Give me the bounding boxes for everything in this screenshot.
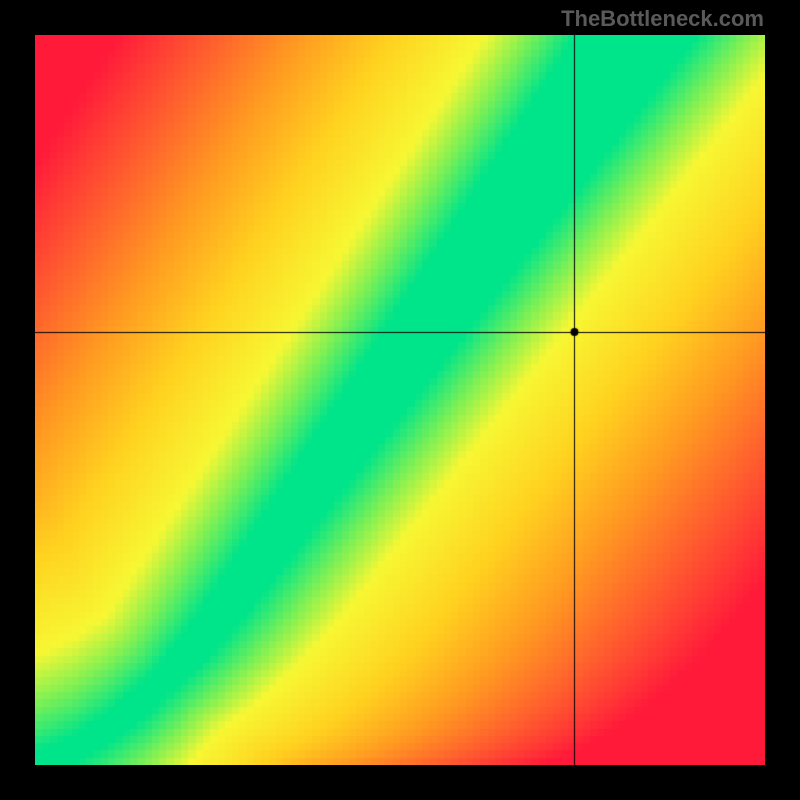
bottleneck-heatmap bbox=[35, 35, 765, 765]
watermark-text: TheBottleneck.com bbox=[561, 6, 764, 32]
chart-container: TheBottleneck.com bbox=[0, 0, 800, 800]
